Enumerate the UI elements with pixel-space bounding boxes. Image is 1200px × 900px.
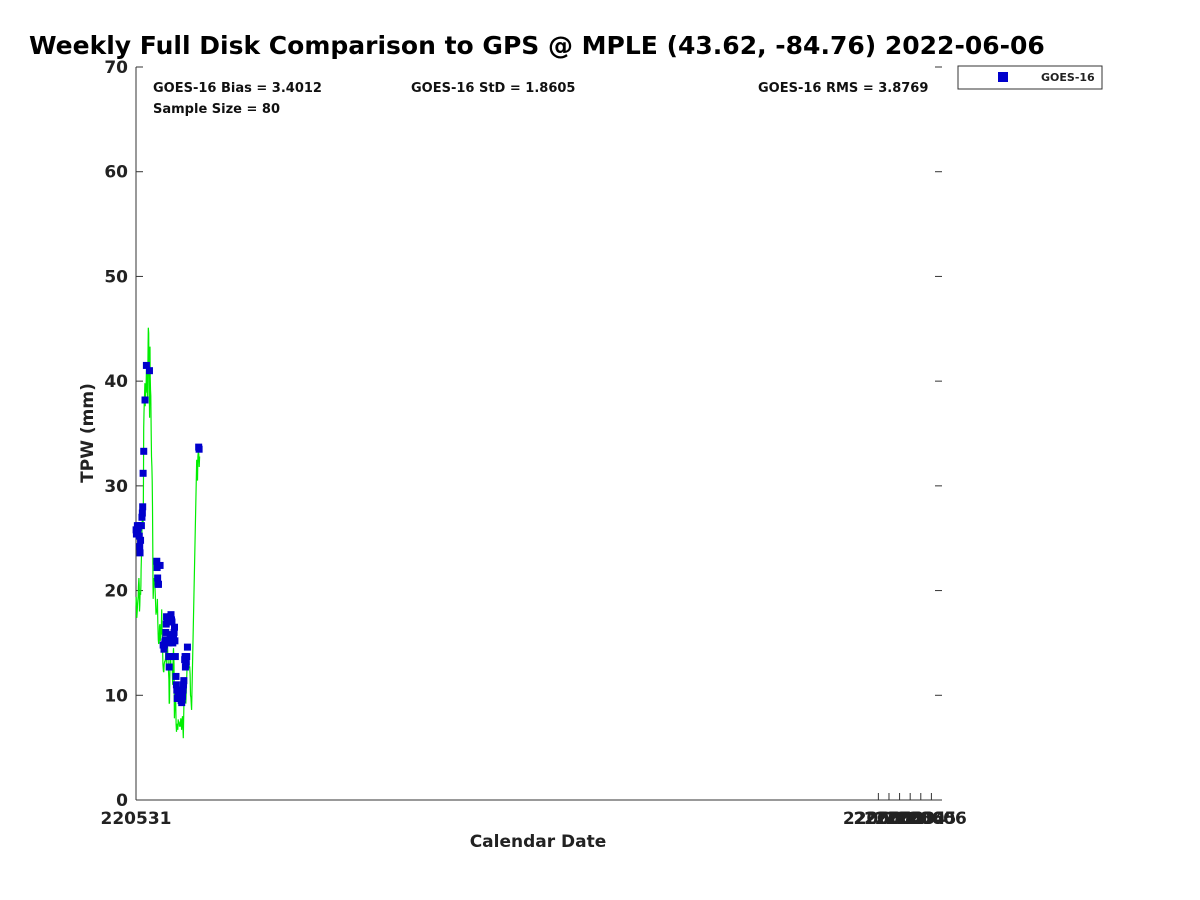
y-tick-label: 50 [104, 267, 128, 287]
goes16-data-point [166, 653, 174, 661]
goes16-data-point [170, 633, 178, 641]
x-tick-label: 220531 [101, 809, 172, 829]
goes16-data-point [138, 509, 146, 517]
y-tick-label: 60 [104, 163, 128, 183]
goes16-data-point [141, 396, 149, 404]
goes16-data-point [136, 543, 144, 551]
rms-stat: GOES-16 RMS = 3.8769 [758, 81, 928, 96]
goes16-data-point [145, 367, 153, 375]
goes16-data-point [182, 658, 190, 666]
goes16-data-point [162, 628, 170, 636]
y-axis-label: TPW (mm) [78, 383, 98, 483]
std-stat: GOES-16 StD = 1.8605 [411, 81, 575, 96]
y-tick-label: 40 [104, 372, 128, 392]
y-tick-label: 70 [104, 58, 128, 78]
goes16-data-point [153, 557, 161, 565]
goes16-data-point [179, 692, 187, 700]
y-tick-label: 10 [104, 686, 128, 706]
goes16-data-point [164, 639, 172, 647]
y-tick-label: 30 [104, 477, 128, 497]
bias-stat: GOES-16 Bias = 3.4012 [153, 81, 322, 96]
axes [135, 67, 942, 801]
goes16-data-point [135, 532, 143, 540]
y-ticks: 0 10 20 30 40 50 60 70 [104, 58, 942, 811]
y-tick-label: 0 [116, 791, 128, 811]
goes16-data-point [180, 677, 188, 685]
goes16-data-point [139, 469, 147, 477]
goes16-data-point [140, 447, 148, 455]
x-tick-label: 220603 [864, 809, 935, 829]
goes16-data-point [134, 528, 142, 536]
goes16-data-point [168, 618, 176, 626]
goes16-data-point [171, 653, 179, 661]
x-tick-label: 220604 [875, 809, 946, 829]
goes16-data-point [142, 361, 150, 369]
goes16-data-point [160, 645, 168, 653]
x-tick-label: 220605 [885, 809, 956, 829]
goes16-data-point [154, 574, 162, 582]
plot-area [132, 327, 203, 739]
y-tick-label: 20 [104, 582, 128, 602]
legend-label-goes16: GOES-16 [1041, 71, 1095, 84]
sample-size-stat: Sample Size = 80 [153, 102, 280, 117]
x-ticks: 220531 2206012206022206032206042206052206… [101, 793, 967, 829]
goes16-data-point [162, 620, 170, 628]
goes16-data-point [136, 549, 144, 557]
goes16-data-point [138, 513, 146, 521]
goes16-data-point [183, 643, 191, 651]
goes16-data-point [165, 663, 173, 671]
goes16-data-point [154, 580, 162, 588]
goes16-data-point [172, 672, 180, 680]
x-tick-label: 220606 [896, 809, 967, 829]
goes16-data-point [139, 503, 147, 511]
x-tick-label: 220601 [843, 809, 914, 829]
goes16-data-point [170, 623, 178, 631]
goes16-data-point [170, 628, 178, 636]
goes16-data-point [172, 681, 180, 689]
goes16-data-point [137, 522, 145, 530]
goes16-data-point [179, 686, 187, 694]
goes16-data-point [180, 681, 188, 689]
x-axis-label: Calendar Date [470, 832, 607, 852]
legend-marker-goes16 [998, 72, 1008, 82]
legend-box [957, 65, 1103, 90]
goes16-data-point [156, 561, 164, 569]
goes16-data-point [137, 536, 145, 544]
legend: GOES-16 [957, 65, 1103, 90]
goes16-data-point [167, 611, 175, 619]
goes16-data-point [183, 653, 191, 661]
goes16-data-point [195, 445, 203, 453]
goes16-data-point [171, 637, 179, 645]
x-tick-label: 220602 [853, 809, 924, 829]
chart-title: Weekly Full Disk Comparison to GPS @ MPL… [29, 31, 1045, 60]
